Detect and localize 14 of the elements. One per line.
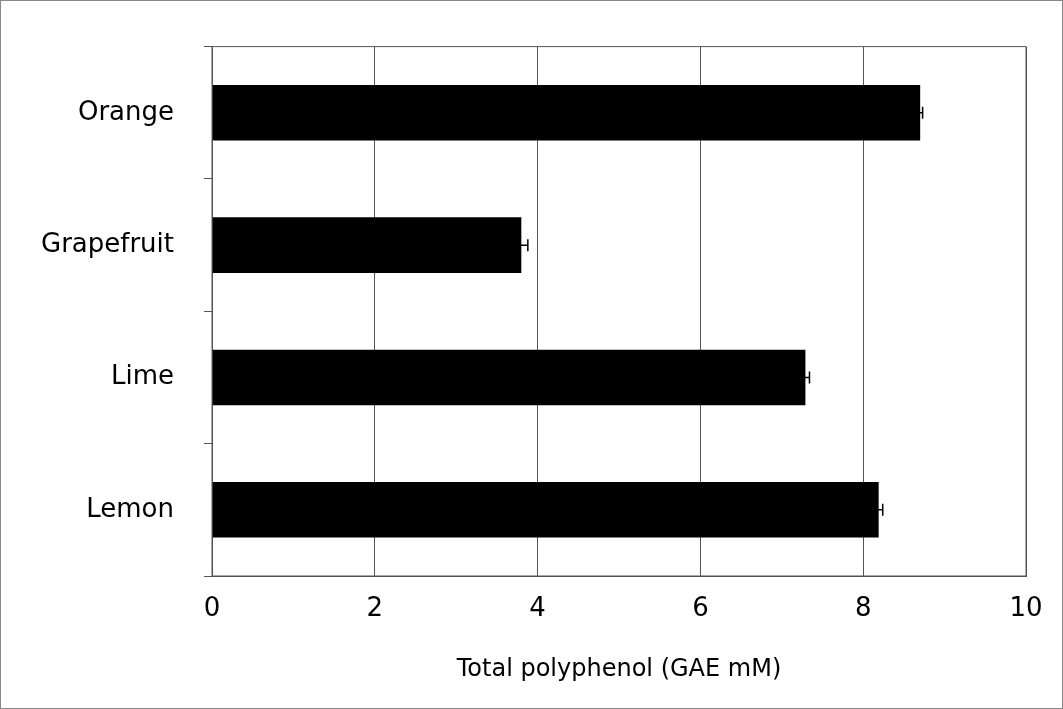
- y-tick-label: Lemon: [86, 492, 175, 523]
- y-tick-label: Orange: [77, 95, 175, 126]
- y-tick-label: Grapefruit: [40, 227, 175, 258]
- x-tick-label: 2: [366, 592, 384, 623]
- x-tick-label: 4: [529, 592, 546, 623]
- x-axis-title: Total polyphenol (GAE mM): [455, 653, 782, 682]
- bar: [212, 84, 921, 141]
- x-tick-label: 8: [854, 592, 872, 623]
- x-tick-label: 10: [1009, 592, 1043, 623]
- bar: [212, 349, 806, 406]
- bar: [212, 482, 879, 538]
- y-tick-label: Lime: [110, 360, 175, 391]
- x-tick-label: 0: [203, 592, 221, 623]
- x-tick-label: 6: [692, 592, 709, 623]
